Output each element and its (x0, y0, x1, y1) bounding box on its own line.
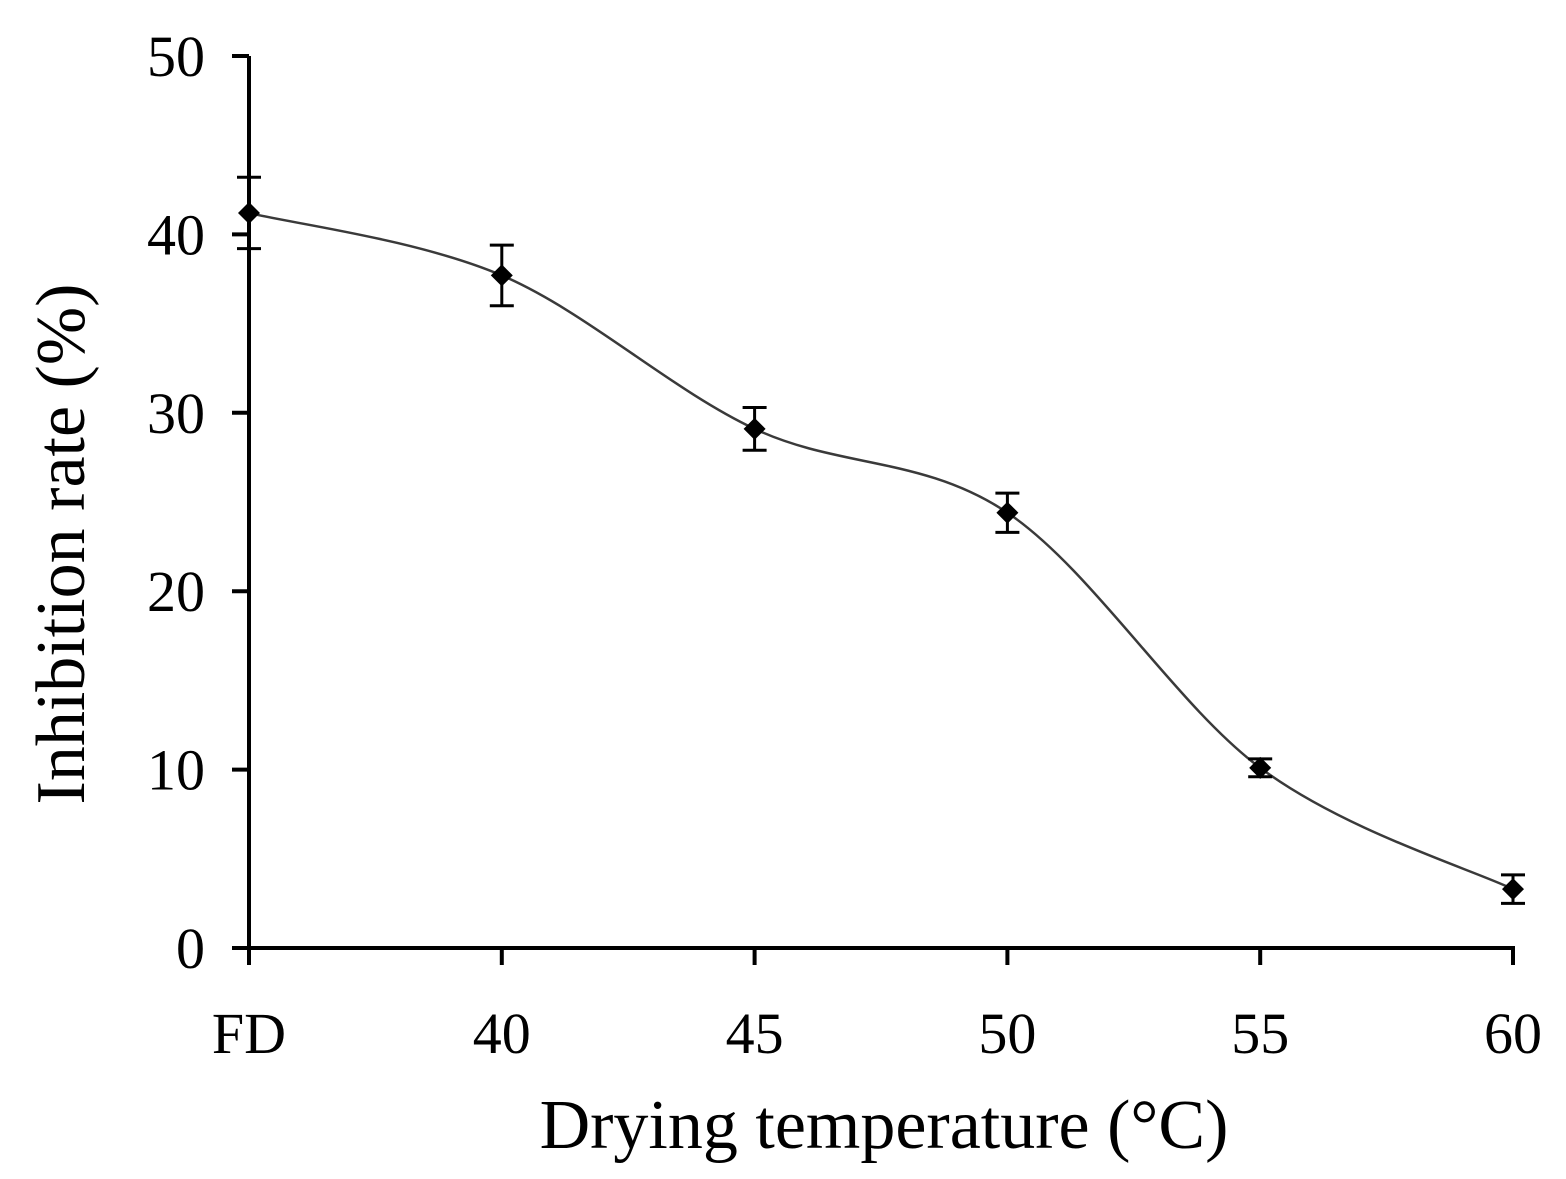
axes-group (247, 56, 1515, 950)
data-point (490, 264, 513, 287)
data-point (1502, 878, 1524, 901)
x-tick-label: FD (212, 1001, 286, 1066)
series-group (237, 175, 1525, 905)
y-ticks-group: 0 10 20 30 40 50 (147, 24, 249, 981)
x-tick-label: 45 (726, 1001, 784, 1066)
x-tick-label: 60 (1484, 1001, 1542, 1066)
x-ticks-group: FD 40 45 50 55 60 (212, 948, 1542, 1066)
y-tick-label: 50 (147, 24, 205, 89)
series-line (248, 211, 1514, 891)
y-tick-label: 40 (147, 202, 205, 267)
y-axis-title: Inhibition rate (%) (23, 284, 100, 805)
x-tick-label: 40 (473, 1001, 531, 1066)
data-point (996, 501, 1019, 524)
y-tick-label: 10 (147, 738, 205, 803)
y-tick-label: 30 (147, 381, 205, 446)
x-axis-title: Drying temperature (°C) (540, 1087, 1229, 1164)
x-tick-label: 55 (1231, 1001, 1289, 1066)
y-tick-label: 20 (147, 559, 205, 624)
x-tick-label: 50 (978, 1001, 1036, 1066)
data-point (1249, 756, 1272, 779)
y-tick-label: 0 (176, 916, 205, 981)
data-point (743, 417, 766, 440)
